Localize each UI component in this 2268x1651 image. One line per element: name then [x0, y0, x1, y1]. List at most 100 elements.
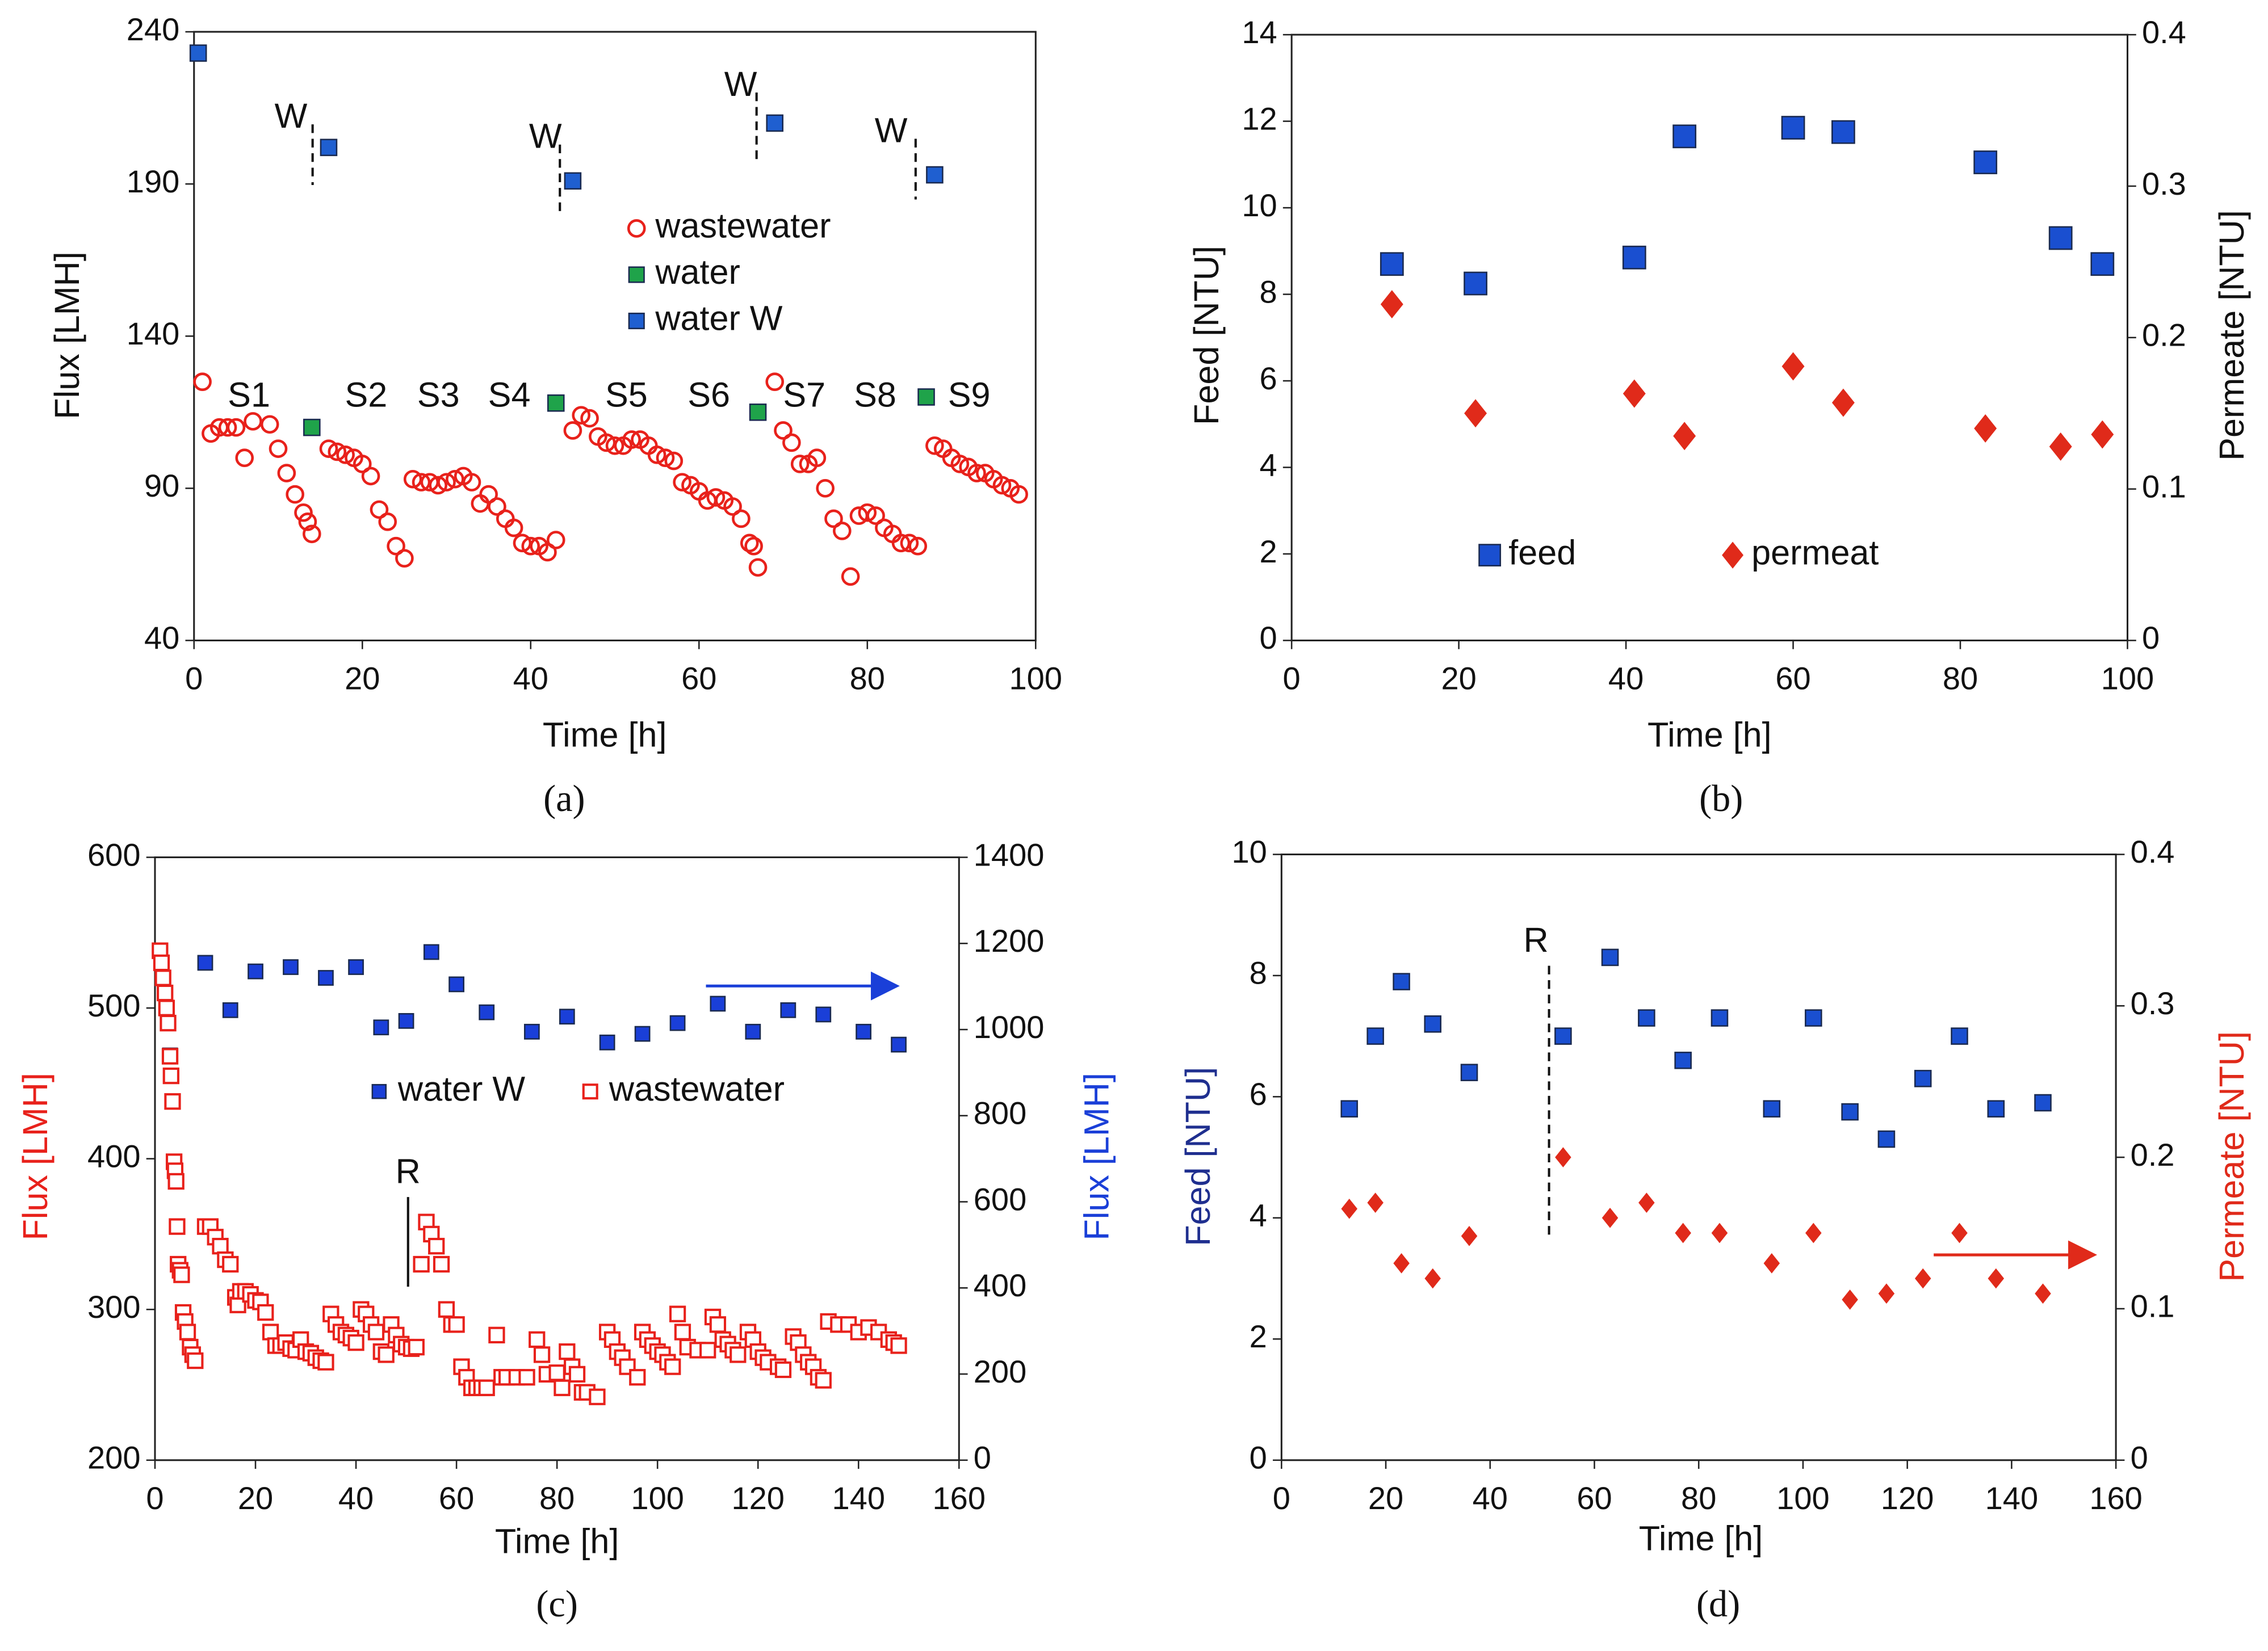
- annotation: S7: [783, 376, 825, 414]
- point: [1380, 290, 1403, 319]
- point: [189, 44, 207, 62]
- point: [1461, 1226, 1478, 1246]
- x-tick-label: 40: [338, 1480, 374, 1516]
- point: [260, 415, 279, 434]
- point: [1393, 1253, 1410, 1274]
- plot-frame: [1290, 33, 2129, 641]
- point: [1623, 379, 1646, 408]
- y2-axis-label: Permeate [NTU]: [2212, 210, 2251, 461]
- point: [158, 999, 175, 1016]
- point: [622, 430, 641, 449]
- point: [841, 567, 860, 586]
- point: [1672, 124, 1697, 149]
- point: [521, 536, 540, 556]
- x-tick-label: 100: [631, 1480, 684, 1516]
- x-tick-label: 100: [1009, 661, 1063, 696]
- point: [815, 1006, 832, 1023]
- wash-label: W: [875, 111, 908, 149]
- y2-tick-label: 0.1: [2131, 1288, 2175, 1324]
- point: [277, 464, 296, 482]
- point: [479, 1004, 495, 1020]
- wash-label: W: [275, 96, 308, 135]
- y-tick-label: 12: [1242, 100, 1277, 136]
- x-tick-label: 140: [832, 1480, 885, 1516]
- y2-tick-label: 0.4: [2131, 834, 2175, 869]
- point: [1674, 1052, 1692, 1069]
- y2-tick-label: 0.1: [2142, 468, 2186, 504]
- point: [538, 543, 557, 562]
- point: [446, 469, 464, 489]
- y2-tick-label: 0.2: [2142, 317, 2186, 353]
- point: [740, 533, 759, 553]
- point: [1460, 1064, 1478, 1081]
- y2-tick-label: 1000: [974, 1009, 1045, 1045]
- point: [1763, 1100, 1781, 1118]
- point: [529, 1331, 546, 1348]
- point: [1805, 1223, 1822, 1243]
- point: [925, 436, 944, 455]
- x-tick-label: 40: [1608, 661, 1644, 696]
- x-tick-label: 20: [1368, 1480, 1403, 1516]
- legend-label: water: [655, 253, 740, 291]
- x-tick-label: 60: [1775, 661, 1810, 696]
- point: [1341, 1198, 1358, 1219]
- x-tick-label: 0: [1283, 661, 1301, 696]
- point: [656, 448, 675, 468]
- legend-label: water W: [655, 299, 782, 338]
- legend-marker: [371, 1083, 387, 1099]
- point: [1781, 116, 1805, 140]
- point: [782, 433, 801, 452]
- point: [504, 518, 523, 537]
- x-tick-label: 20: [238, 1480, 273, 1516]
- point: [428, 1238, 445, 1255]
- y-tick-label: 2: [1260, 533, 1277, 569]
- point: [423, 944, 439, 960]
- point: [319, 439, 338, 458]
- point: [398, 1013, 414, 1029]
- point: [298, 512, 317, 531]
- point: [1951, 1027, 1968, 1045]
- point: [1763, 1253, 1780, 1274]
- point: [269, 439, 288, 458]
- point: [1366, 1027, 1384, 1045]
- point: [1367, 1192, 1384, 1213]
- point: [283, 959, 299, 975]
- point: [900, 533, 919, 553]
- legend-marker: [582, 1083, 598, 1100]
- x-axis-label: Time [h]: [1639, 1519, 1763, 1558]
- point: [162, 1067, 179, 1085]
- point: [218, 418, 237, 437]
- annotation: R: [396, 1152, 421, 1191]
- y2-axis-label: Flux [LMH]: [1078, 1073, 1116, 1240]
- legend-marker: [628, 312, 645, 330]
- y2-tick-label: 800: [974, 1095, 1027, 1131]
- point: [1673, 422, 1696, 451]
- point: [412, 473, 431, 491]
- point: [320, 138, 338, 157]
- annotation: S4: [488, 376, 531, 414]
- legend-label: water W: [397, 1069, 525, 1108]
- point: [160, 1015, 177, 1032]
- point: [664, 1358, 681, 1375]
- point: [1340, 1100, 1359, 1118]
- y-axis-label: Flux [LMH]: [16, 1073, 55, 1240]
- y-tick-label: 40: [144, 620, 179, 656]
- point: [891, 533, 911, 553]
- point: [1380, 252, 1404, 276]
- x-tick-label: 40: [1473, 1480, 1508, 1516]
- y2-tick-label: 1200: [974, 923, 1045, 959]
- y2-tick-label: 400: [974, 1267, 1027, 1303]
- point: [235, 448, 254, 468]
- x-tick-label: 80: [539, 1480, 575, 1516]
- point: [488, 497, 506, 516]
- y-tick-label: 240: [127, 11, 180, 47]
- point: [248, 963, 263, 980]
- point: [766, 114, 783, 132]
- point: [179, 1324, 196, 1341]
- point: [824, 509, 843, 528]
- point: [1781, 352, 1805, 381]
- point: [347, 1334, 364, 1351]
- point: [749, 404, 767, 421]
- point: [1555, 1147, 1571, 1167]
